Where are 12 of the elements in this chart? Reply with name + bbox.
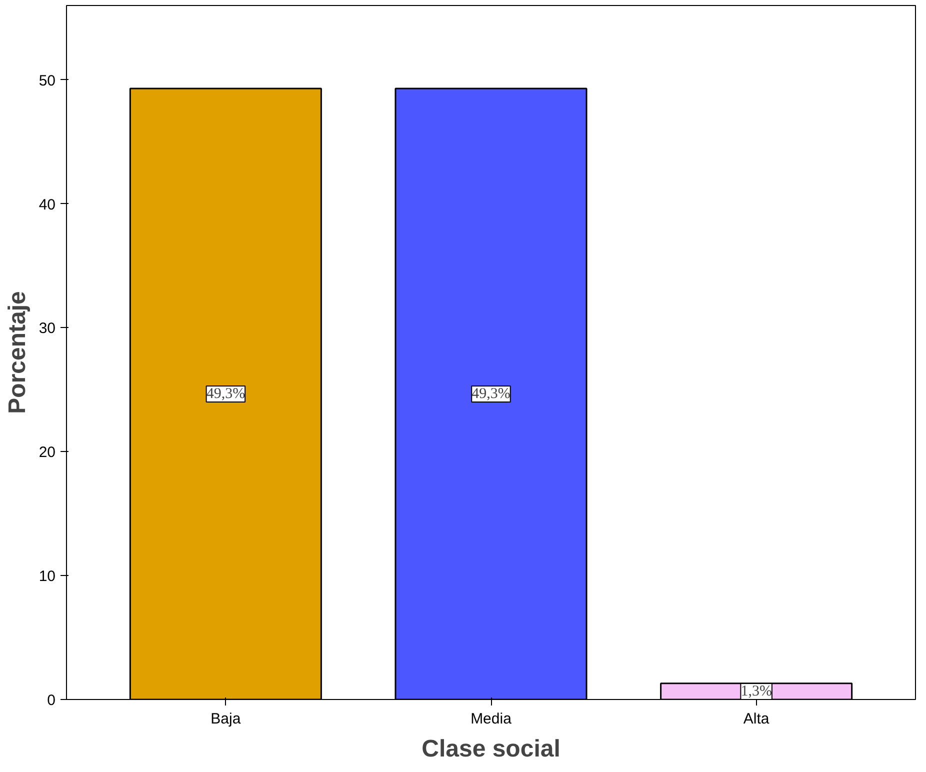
data-label: 1,3% bbox=[740, 683, 772, 700]
y-tick-label: 10 bbox=[38, 568, 56, 586]
y-tick-label: 0 bbox=[47, 692, 56, 709]
y-tick-label: 40 bbox=[38, 196, 56, 214]
x-tick-label: Baja bbox=[210, 710, 242, 728]
x-tick-label: Alta bbox=[743, 710, 770, 728]
y-tick-label: 30 bbox=[38, 320, 56, 338]
x-axis-title: Clase social bbox=[422, 736, 560, 762]
y-tick-label: 50 bbox=[38, 72, 56, 90]
x-tick-label: Media bbox=[470, 710, 512, 728]
y-tick-label: 20 bbox=[38, 444, 56, 462]
y-axis-title: Porcentaje bbox=[4, 291, 31, 414]
